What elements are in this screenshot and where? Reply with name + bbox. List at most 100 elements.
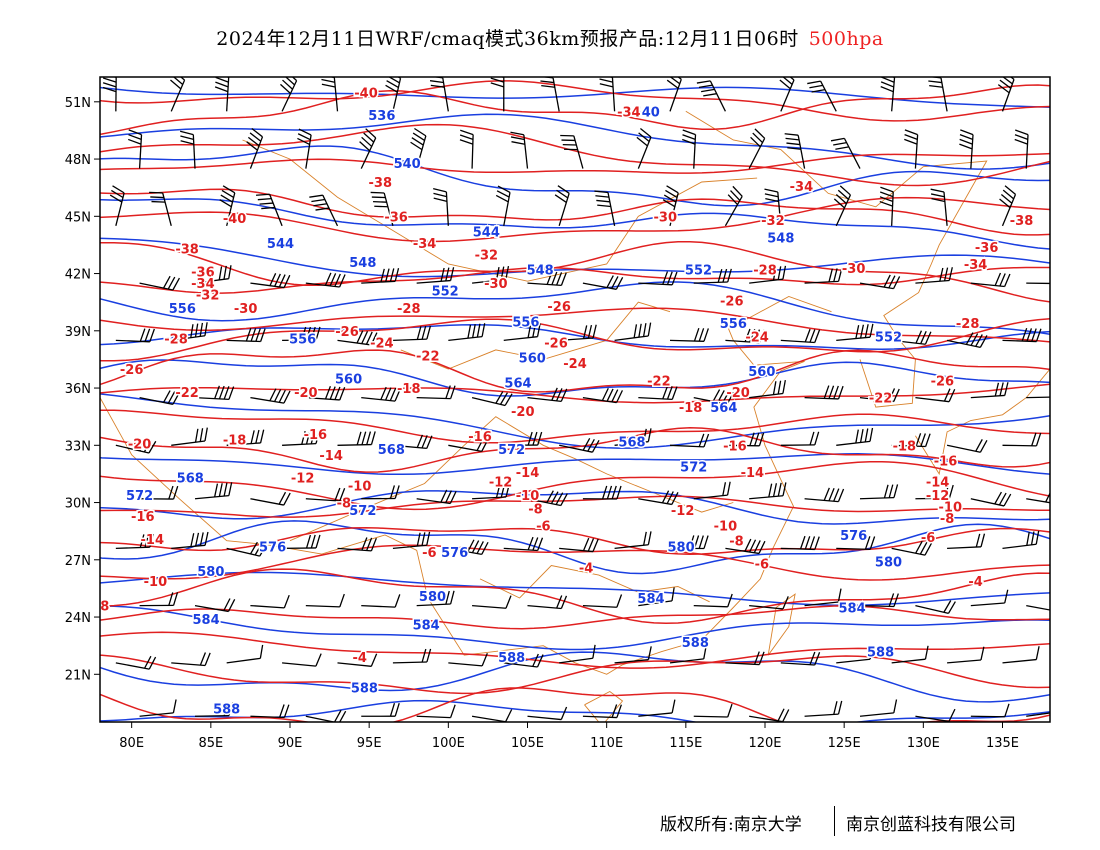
wind-barb (880, 77, 896, 112)
height-contour-label: 544 (473, 226, 500, 241)
height-contour-label: 536 (368, 109, 395, 124)
wind-barb (495, 185, 511, 226)
wind-barb (459, 129, 474, 169)
temperature-contour-label: -12 (671, 504, 695, 519)
wind-barb (947, 646, 985, 664)
wind-barb (970, 272, 1011, 288)
height-contour-line (100, 651, 1050, 703)
title-text: 2024年12月11日WRF/cmaq模式36km预报产品:12月11日06时 (216, 28, 799, 50)
wind-barb (669, 645, 707, 664)
temperature-contour-label: -18 (893, 439, 917, 454)
wind-barb (560, 134, 584, 169)
wind-barb (836, 645, 874, 664)
border-line (685, 110, 988, 265)
wind-barb (915, 600, 956, 614)
height-contour-label: 580 (419, 590, 446, 605)
temperature-contour-line (100, 568, 1050, 625)
height-contour-label: 556 (289, 332, 316, 347)
temperature-contour-label: -26 (547, 300, 571, 315)
wind-barb (139, 485, 179, 500)
wind-barb (1026, 282, 1050, 285)
temperature-contour-label: -6 (755, 558, 769, 573)
wind-barb (392, 434, 433, 450)
temperature-contour-label: -12 (489, 476, 513, 491)
height-contour-label: 580 (197, 565, 224, 580)
height-contour-labels: 536 540 540 544 544 548 548 548 552 552 556 556 556 5… (125, 104, 904, 719)
wind-barb (669, 327, 709, 342)
wind-barb (337, 330, 378, 346)
lon-tick-label: 105E (511, 736, 544, 751)
temperature-contour-label: -38 (1010, 214, 1034, 229)
height-contours (100, 86, 1050, 722)
wind-barb (250, 491, 291, 506)
wind-barb (305, 487, 346, 502)
temperature-contour-label: -6 (921, 531, 935, 546)
temperature-contour-line (100, 266, 1050, 294)
height-contour-label: 572 (349, 504, 376, 519)
latitude-axis: 51N 48N 45N 42N 39N 36N 33N 30N 27N 24N 21N (65, 96, 100, 683)
wind-barb (361, 485, 400, 500)
wind-barb (696, 80, 726, 112)
wind-barb (472, 265, 510, 284)
wind-barb (503, 653, 544, 668)
height-contour-label: 556 (169, 302, 196, 317)
wind-barb (139, 592, 179, 607)
temperature-contour-line (100, 349, 1050, 393)
wind-barb (915, 708, 956, 722)
wind-barb (859, 699, 898, 717)
temperature-contour-label: -8 (729, 535, 743, 550)
wind-barb (309, 194, 339, 227)
wind-barb (859, 593, 899, 608)
wind-barb (638, 699, 676, 717)
wind-barb (749, 482, 787, 500)
height-contour-label: 588 (498, 651, 525, 666)
footer-divider (834, 806, 835, 836)
wind-barb (361, 386, 401, 402)
wind-barb (970, 589, 1009, 607)
wind-barb (693, 481, 731, 500)
height-contour-label: 572 (126, 489, 153, 504)
temperature-contour-label: -38 (369, 176, 393, 191)
temperature-contour-line (100, 307, 1050, 343)
height-contour-label: 588 (213, 703, 240, 718)
height-contour-label: 564 (710, 401, 737, 416)
wind-barb (784, 133, 806, 169)
wind-barb (764, 188, 782, 226)
wind-barb (804, 487, 845, 503)
wind-barb (109, 185, 125, 227)
wind-barb (682, 129, 697, 169)
temperature-contour-label: -32 (761, 214, 785, 229)
lon-tick-label: 120E (748, 736, 781, 751)
temperature-contour-line (100, 544, 1050, 581)
temperature-contour-label: -32 (475, 248, 499, 263)
lon-tick-label: 135E (986, 736, 1019, 751)
height-contour-label: 544 (267, 237, 294, 252)
temperature-contour-label: -14 (516, 466, 540, 481)
height-contour-label: 568 (618, 435, 645, 450)
wind-barb (250, 594, 290, 609)
wind-barb (693, 389, 735, 405)
temperature-contour-label: -26 (720, 294, 744, 309)
wind-barb (226, 429, 265, 446)
wind-barb (510, 131, 529, 169)
wind-barb (214, 77, 230, 112)
height-contour-label: 560 (748, 365, 775, 380)
temperature-contour-labels: -40-34-40-38-38-36-34-32-30-34-32 -38-36-… (100, 85, 1035, 668)
wind-barb (693, 268, 732, 284)
wind-barb (472, 483, 510, 500)
lon-tick-label: 110E (590, 736, 623, 751)
temperature-contour-label: -30 (484, 277, 508, 292)
temperature-contour-label: -30 (654, 210, 678, 225)
wind-barb (636, 127, 652, 169)
lon-tick-label: 100E (432, 736, 465, 751)
wind-barb (392, 648, 432, 664)
temperature-contour-label: -20 (128, 437, 152, 452)
temperature-contour-label: -16 (131, 510, 155, 525)
wind-barb (115, 533, 155, 549)
wind-barb (250, 273, 291, 289)
wind-barb (194, 482, 233, 500)
temperature-contour-label: -30 (234, 302, 258, 317)
lat-tick-label: 33N (65, 439, 91, 454)
height-contour-label: 540 (633, 105, 660, 120)
temperature-contour-label: -8 (337, 497, 351, 512)
